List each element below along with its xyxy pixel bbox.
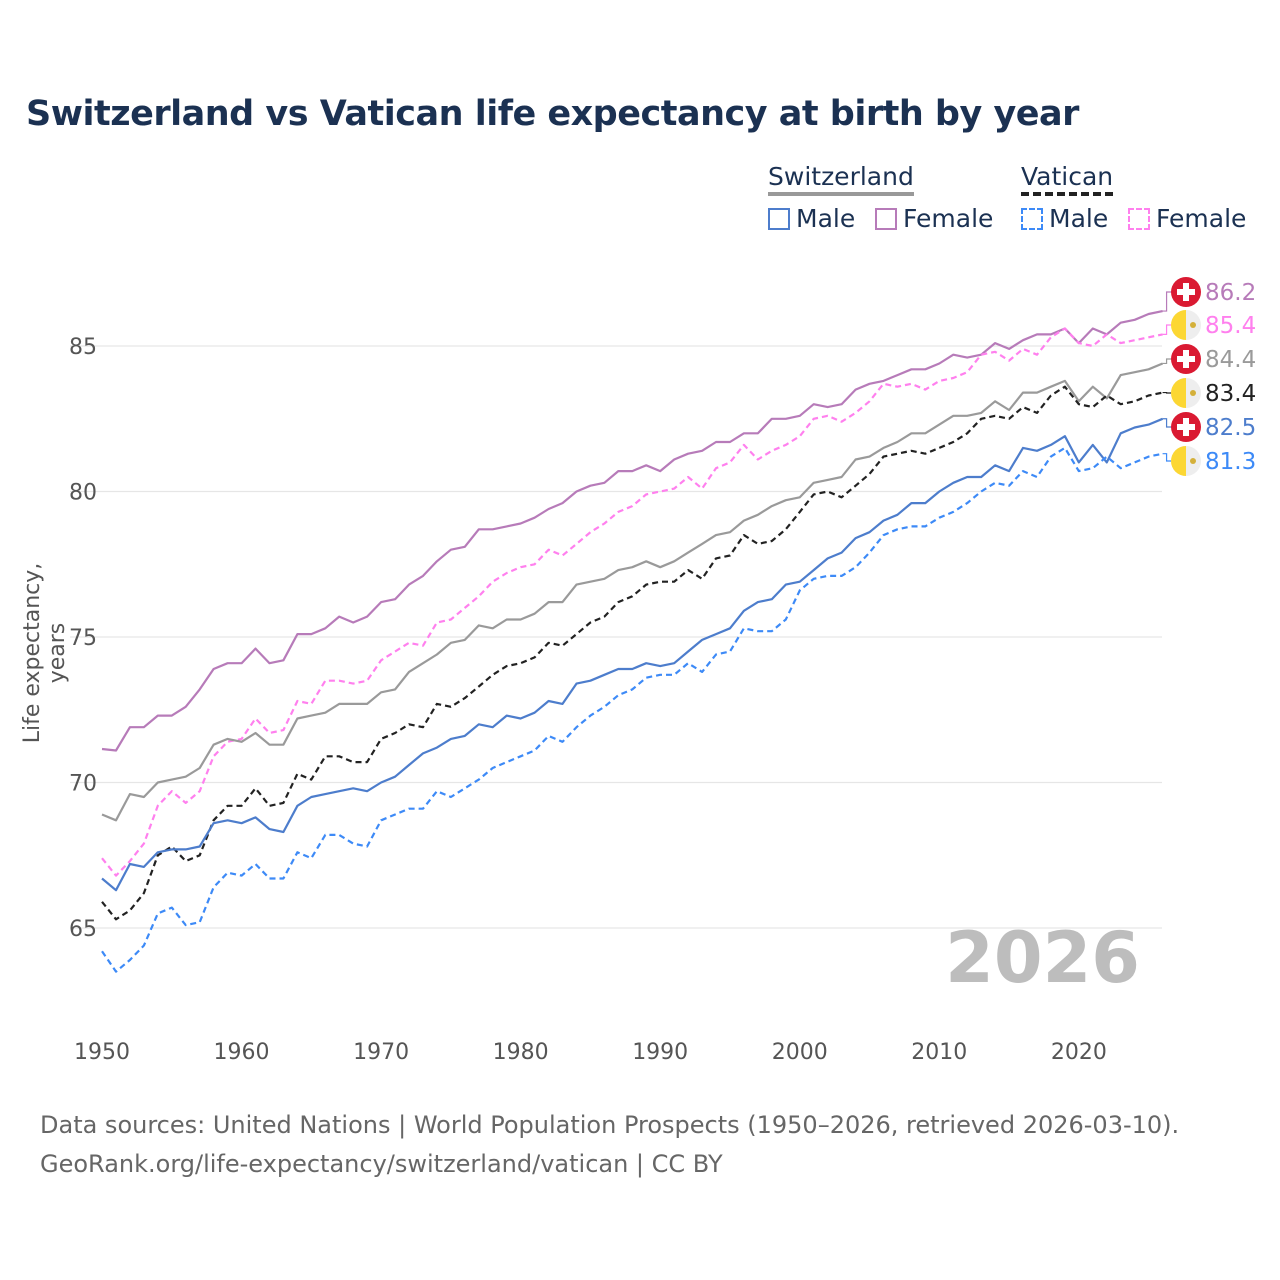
label-connector: [1162, 324, 1175, 335]
legend-swatch-icon: [875, 208, 897, 230]
end-value-label: 85.4: [1205, 313, 1256, 339]
flag-half: [1171, 446, 1186, 476]
legend-group-switzerland: Switzerland: [768, 162, 914, 196]
x-tick-label: 1950: [74, 1040, 130, 1065]
end-value-label: 84.4: [1205, 347, 1256, 373]
source-note: Data sources: United Nations | World Pop…: [40, 1106, 1179, 1184]
x-tick-label: 1970: [353, 1040, 409, 1065]
flag-cross: [1177, 356, 1195, 362]
legend-label: Female: [903, 204, 994, 233]
legend-group-label: Switzerland: [768, 162, 914, 196]
x-tick-label: 1980: [493, 1040, 549, 1065]
x-tick-label: 1960: [214, 1040, 270, 1065]
legend-group-vatican: Vatican: [1021, 162, 1114, 196]
switzerland-flag-icon: [1171, 412, 1201, 442]
flag-half: [1171, 310, 1186, 340]
legend-group-label: Vatican: [1021, 162, 1114, 196]
legend-item-vatican-male[interactable]: Male: [1021, 204, 1108, 233]
legend-swatch-icon: [768, 208, 790, 230]
y-tick-label: 65: [69, 917, 97, 942]
series-line-vatican-total: [101, 385, 1163, 921]
series-line-switzerland-female: [101, 310, 1163, 752]
label-connector: [1162, 418, 1175, 428]
y-tick-label: 70: [69, 772, 97, 797]
end-value-label: 83.4: [1205, 381, 1256, 407]
chart-title: Switzerland vs Vatican life expectancy a…: [26, 94, 1079, 134]
series-line-switzerland-total: [101, 362, 1164, 822]
switzerland-flag-icon: [1171, 277, 1201, 307]
legend-label: Male: [796, 204, 856, 233]
series-line-vatican-male: [101, 446, 1163, 973]
y-tick-label: 85: [69, 335, 97, 360]
label-connector: [1162, 453, 1175, 462]
legend-swatch-icon: [1128, 208, 1150, 230]
x-tick-label: 2010: [911, 1040, 967, 1065]
switzerland-flag-icon: [1171, 344, 1201, 374]
flag-half: [1171, 378, 1186, 408]
label-connector: [1162, 358, 1175, 365]
end-value-label: 81.3: [1205, 449, 1256, 475]
y-tick-label: 75: [69, 626, 97, 651]
legend-item-vatican-female[interactable]: Female: [1128, 204, 1246, 233]
label-connector: [1162, 291, 1175, 312]
source-link[interactable]: GeoRank.org/life-expectancy/switzerland/…: [40, 1150, 723, 1178]
legend-label: Male: [1049, 204, 1109, 233]
vatican-flag-icon: [1171, 446, 1201, 476]
vatican-flag-icon: [1171, 310, 1201, 340]
x-tick-label: 2000: [772, 1040, 828, 1065]
x-tick-label: 2020: [1051, 1040, 1107, 1065]
flag-keys: [1190, 458, 1196, 464]
vatican-flag-icon: [1171, 378, 1201, 408]
source-line: Data sources: United Nations | World Pop…: [40, 1111, 1180, 1139]
flag-keys: [1190, 390, 1196, 396]
series-line-vatican-female: [101, 327, 1163, 877]
y-tick-label: 80: [69, 481, 97, 506]
series-line-switzerland-male: [101, 417, 1164, 892]
legend-item-switzerland-male[interactable]: Male: [768, 204, 855, 233]
legend-label: Female: [1156, 204, 1247, 233]
end-value-label: 82.5: [1205, 415, 1256, 441]
end-value-label: 86.2: [1205, 280, 1256, 306]
flag-cross: [1177, 424, 1195, 430]
x-tick-label: 1990: [632, 1040, 688, 1065]
flag-cross: [1177, 289, 1195, 295]
year-watermark: 2026: [945, 917, 1140, 999]
flag-keys: [1190, 322, 1196, 328]
legend-swatch-icon: [1021, 208, 1043, 230]
legend-item-switzerland-female[interactable]: Female: [875, 204, 993, 233]
